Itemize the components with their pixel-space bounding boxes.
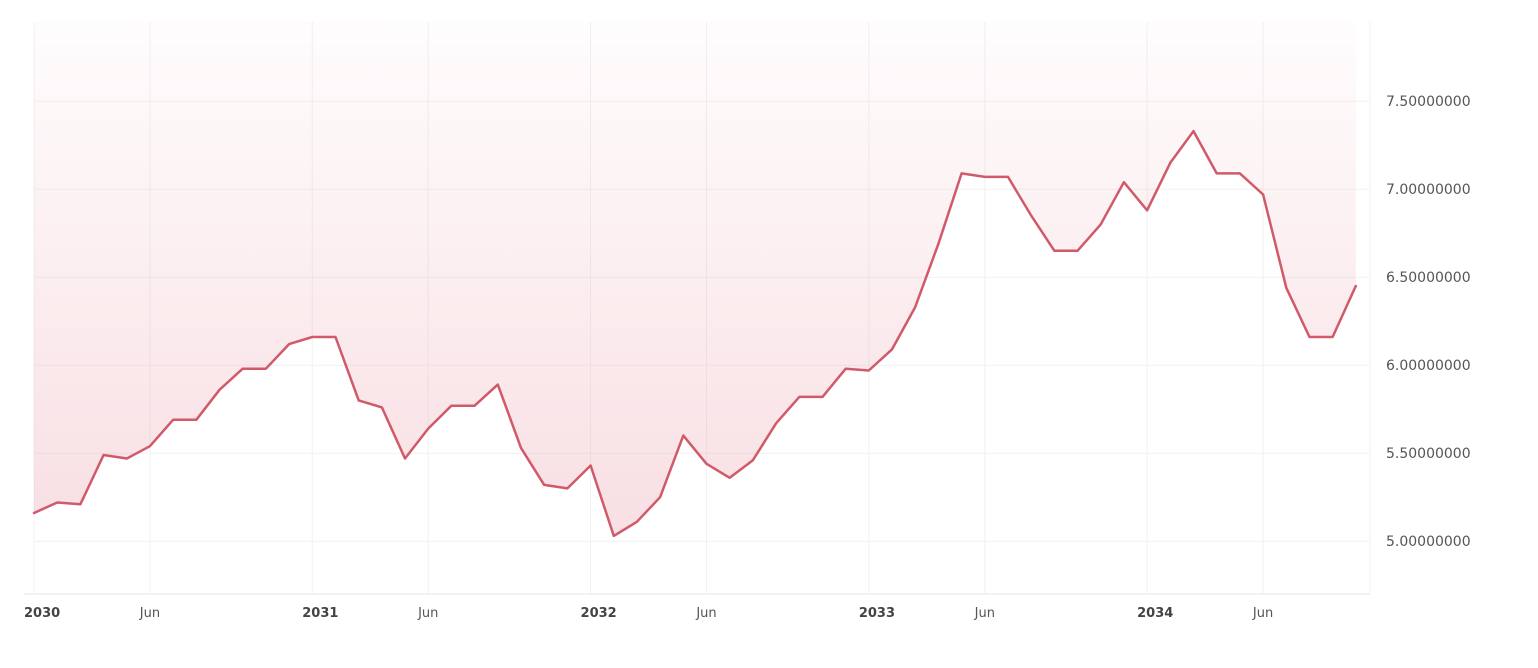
x-tick-label-year: 2032 [581, 606, 617, 621]
x-tick-label-year: 2031 [302, 606, 338, 621]
x-tick-label-month: Jun [417, 606, 438, 621]
x-tick-label-month: Jun [139, 606, 160, 621]
x-tick-label-month: Jun [974, 606, 995, 621]
x-tick-label-month: Jun [695, 606, 716, 621]
x-tick-label-month: Jun [1252, 606, 1273, 621]
series-line [32, 129, 1358, 538]
y-tick-label: 7.00000000 [1386, 182, 1471, 198]
y-tick-label: 5.00000000 [1386, 534, 1471, 550]
y-tick-label: 6.50000000 [1386, 270, 1471, 286]
x-tick-label-year: 2034 [1137, 606, 1173, 621]
x-tick-label-year: 2030 [24, 606, 60, 621]
series-area-fill [34, 22, 1356, 536]
y-tick-label: 7.50000000 [1386, 94, 1471, 110]
y-tick-label: 6.00000000 [1386, 358, 1471, 374]
x-tick-label-year: 2033 [859, 606, 895, 621]
y-tick-label: 5.50000000 [1386, 446, 1471, 462]
x-axis-tick-labels: 2030 Jun 2031 Jun 2032 Jun 2033 Jun 2034 Jun [24, 606, 1273, 621]
y-axis-tick-labels: 5.00000000 5.50000000 6.00000000 6.50000000… [1386, 94, 1471, 550]
